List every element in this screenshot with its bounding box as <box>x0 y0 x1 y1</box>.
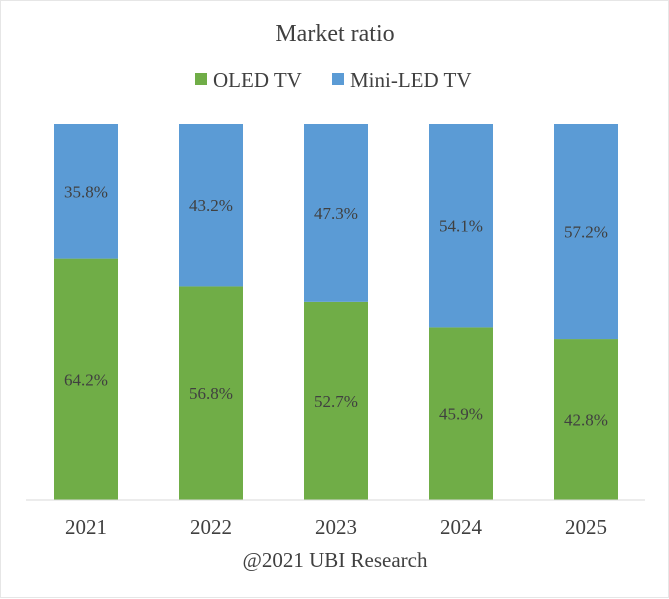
bar-mini-led-2022 <box>179 124 243 287</box>
data-label-mini-led-2025: 57.2% <box>564 223 608 242</box>
data-label-oled-2025: 42.8% <box>564 411 608 430</box>
data-label-oled-2023: 52.7% <box>314 392 358 411</box>
legend: OLED TV Mini-LED TV <box>195 68 472 92</box>
bar-oled-2024 <box>429 327 493 500</box>
x-axis-ticks: 2021 2022 2023 2024 2025 <box>65 515 607 539</box>
x-tick-2024: 2024 <box>440 515 483 539</box>
bar-oled-2023 <box>304 301 368 500</box>
data-labels-group: 64.2% 35.8% 56.8% 43.2% 52.7% 47.3% 45.9% 54.1%… <box>64 182 608 429</box>
bar-mini-led-2024 <box>429 124 493 328</box>
bar-mini-led-2023 <box>304 124 368 302</box>
bars-group <box>54 124 618 500</box>
chart-title: Market ratio <box>275 21 394 47</box>
data-label-mini-led-2021: 35.8% <box>64 182 108 201</box>
data-label-mini-led-2023: 47.3% <box>314 204 358 223</box>
legend-label-oled: OLED TV <box>213 68 302 92</box>
data-label-mini-led-2024: 54.1% <box>439 217 483 236</box>
legend-swatch-oled <box>195 73 207 85</box>
bar-oled-2025 <box>554 339 618 500</box>
source-credit: @2021 UBI Research <box>243 548 428 572</box>
x-tick-2023: 2023 <box>315 515 357 539</box>
x-tick-2021: 2021 <box>65 515 107 539</box>
bar-oled-2022 <box>179 286 243 500</box>
bar-mini-led-2021 <box>54 124 118 259</box>
bar-mini-led-2025 <box>554 124 618 340</box>
data-label-oled-2024: 45.9% <box>439 405 483 424</box>
bar-oled-2021 <box>54 258 118 500</box>
data-label-mini-led-2022: 43.2% <box>189 196 233 215</box>
legend-label-mini-led: Mini-LED TV <box>350 68 472 92</box>
x-tick-2025: 2025 <box>565 515 607 539</box>
x-tick-2022: 2022 <box>190 515 232 539</box>
legend-swatch-mini-led <box>332 73 344 85</box>
data-label-oled-2021: 64.2% <box>64 370 108 389</box>
data-label-oled-2022: 56.8% <box>189 384 233 403</box>
